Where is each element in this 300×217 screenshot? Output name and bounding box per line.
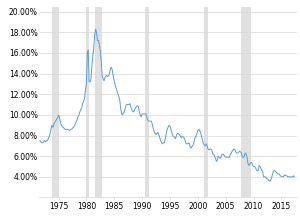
- Bar: [52, 7, 59, 197]
- Bar: [86, 7, 89, 197]
- Bar: [145, 7, 148, 197]
- Bar: [204, 7, 208, 197]
- Bar: [95, 7, 102, 197]
- Bar: [242, 7, 251, 197]
